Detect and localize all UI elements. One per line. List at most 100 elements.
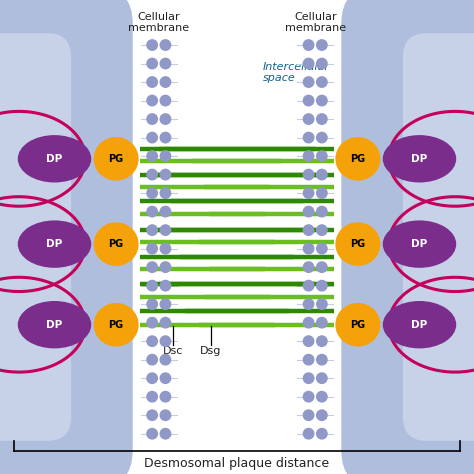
Circle shape xyxy=(160,151,171,161)
Circle shape xyxy=(317,206,327,217)
Circle shape xyxy=(147,58,157,69)
Circle shape xyxy=(303,95,314,106)
Circle shape xyxy=(147,262,157,273)
Text: Cellular
membrane: Cellular membrane xyxy=(285,12,346,34)
Circle shape xyxy=(303,188,314,198)
Circle shape xyxy=(317,355,327,365)
Circle shape xyxy=(303,318,314,328)
Circle shape xyxy=(317,392,327,402)
Circle shape xyxy=(317,410,327,420)
Circle shape xyxy=(317,95,327,106)
Circle shape xyxy=(147,299,157,310)
Text: DP: DP xyxy=(46,239,63,249)
Circle shape xyxy=(303,169,314,180)
Circle shape xyxy=(160,336,171,346)
Circle shape xyxy=(147,355,157,365)
Circle shape xyxy=(160,355,171,365)
Circle shape xyxy=(147,114,157,124)
Circle shape xyxy=(147,410,157,420)
Ellipse shape xyxy=(383,220,456,268)
Ellipse shape xyxy=(18,301,91,348)
Circle shape xyxy=(303,132,314,143)
Text: PG: PG xyxy=(350,239,365,249)
Circle shape xyxy=(317,188,327,198)
Text: DP: DP xyxy=(411,239,428,249)
Circle shape xyxy=(160,244,171,254)
Ellipse shape xyxy=(336,303,380,346)
Circle shape xyxy=(303,206,314,217)
Circle shape xyxy=(317,40,327,50)
Circle shape xyxy=(160,410,171,420)
Circle shape xyxy=(147,318,157,328)
Circle shape xyxy=(160,318,171,328)
FancyBboxPatch shape xyxy=(0,33,71,441)
Circle shape xyxy=(147,132,157,143)
Circle shape xyxy=(303,373,314,383)
Circle shape xyxy=(147,281,157,291)
FancyBboxPatch shape xyxy=(403,33,474,441)
Ellipse shape xyxy=(336,222,380,266)
Circle shape xyxy=(317,114,327,124)
Circle shape xyxy=(160,373,171,383)
Text: Desmosomal plaque distance: Desmosomal plaque distance xyxy=(145,457,329,470)
Text: PG: PG xyxy=(350,319,365,330)
Circle shape xyxy=(147,373,157,383)
Circle shape xyxy=(147,169,157,180)
Circle shape xyxy=(160,392,171,402)
Circle shape xyxy=(160,40,171,50)
Circle shape xyxy=(317,281,327,291)
Circle shape xyxy=(303,355,314,365)
Circle shape xyxy=(317,428,327,439)
Circle shape xyxy=(303,58,314,69)
Circle shape xyxy=(160,299,171,310)
Circle shape xyxy=(160,77,171,87)
Circle shape xyxy=(303,428,314,439)
Circle shape xyxy=(317,58,327,69)
Text: DP: DP xyxy=(46,154,63,164)
Circle shape xyxy=(303,299,314,310)
Circle shape xyxy=(303,336,314,346)
Text: DP: DP xyxy=(411,319,428,330)
Circle shape xyxy=(147,336,157,346)
Text: Dsc: Dsc xyxy=(163,346,183,356)
Ellipse shape xyxy=(93,222,138,266)
Circle shape xyxy=(303,392,314,402)
Ellipse shape xyxy=(383,301,456,348)
Circle shape xyxy=(317,373,327,383)
Circle shape xyxy=(160,428,171,439)
Circle shape xyxy=(317,299,327,310)
Circle shape xyxy=(147,95,157,106)
Circle shape xyxy=(317,225,327,235)
Circle shape xyxy=(160,188,171,198)
Circle shape xyxy=(317,336,327,346)
Circle shape xyxy=(303,410,314,420)
Circle shape xyxy=(317,169,327,180)
Circle shape xyxy=(160,169,171,180)
Text: Dsg: Dsg xyxy=(200,346,222,356)
Circle shape xyxy=(147,244,157,254)
Circle shape xyxy=(303,262,314,273)
Circle shape xyxy=(160,95,171,106)
Circle shape xyxy=(147,225,157,235)
Circle shape xyxy=(317,244,327,254)
Circle shape xyxy=(147,77,157,87)
Text: Cellular
membrane: Cellular membrane xyxy=(128,12,189,34)
Circle shape xyxy=(303,281,314,291)
Circle shape xyxy=(160,262,171,273)
Circle shape xyxy=(303,244,314,254)
Circle shape xyxy=(303,151,314,161)
Circle shape xyxy=(303,114,314,124)
Ellipse shape xyxy=(93,137,138,181)
Ellipse shape xyxy=(18,220,91,268)
Circle shape xyxy=(160,206,171,217)
Text: DP: DP xyxy=(411,154,428,164)
Circle shape xyxy=(147,188,157,198)
FancyBboxPatch shape xyxy=(0,0,133,474)
Ellipse shape xyxy=(93,303,138,346)
Circle shape xyxy=(317,132,327,143)
Text: PG: PG xyxy=(109,239,124,249)
Circle shape xyxy=(303,225,314,235)
Circle shape xyxy=(303,40,314,50)
Circle shape xyxy=(303,77,314,87)
Circle shape xyxy=(147,151,157,161)
